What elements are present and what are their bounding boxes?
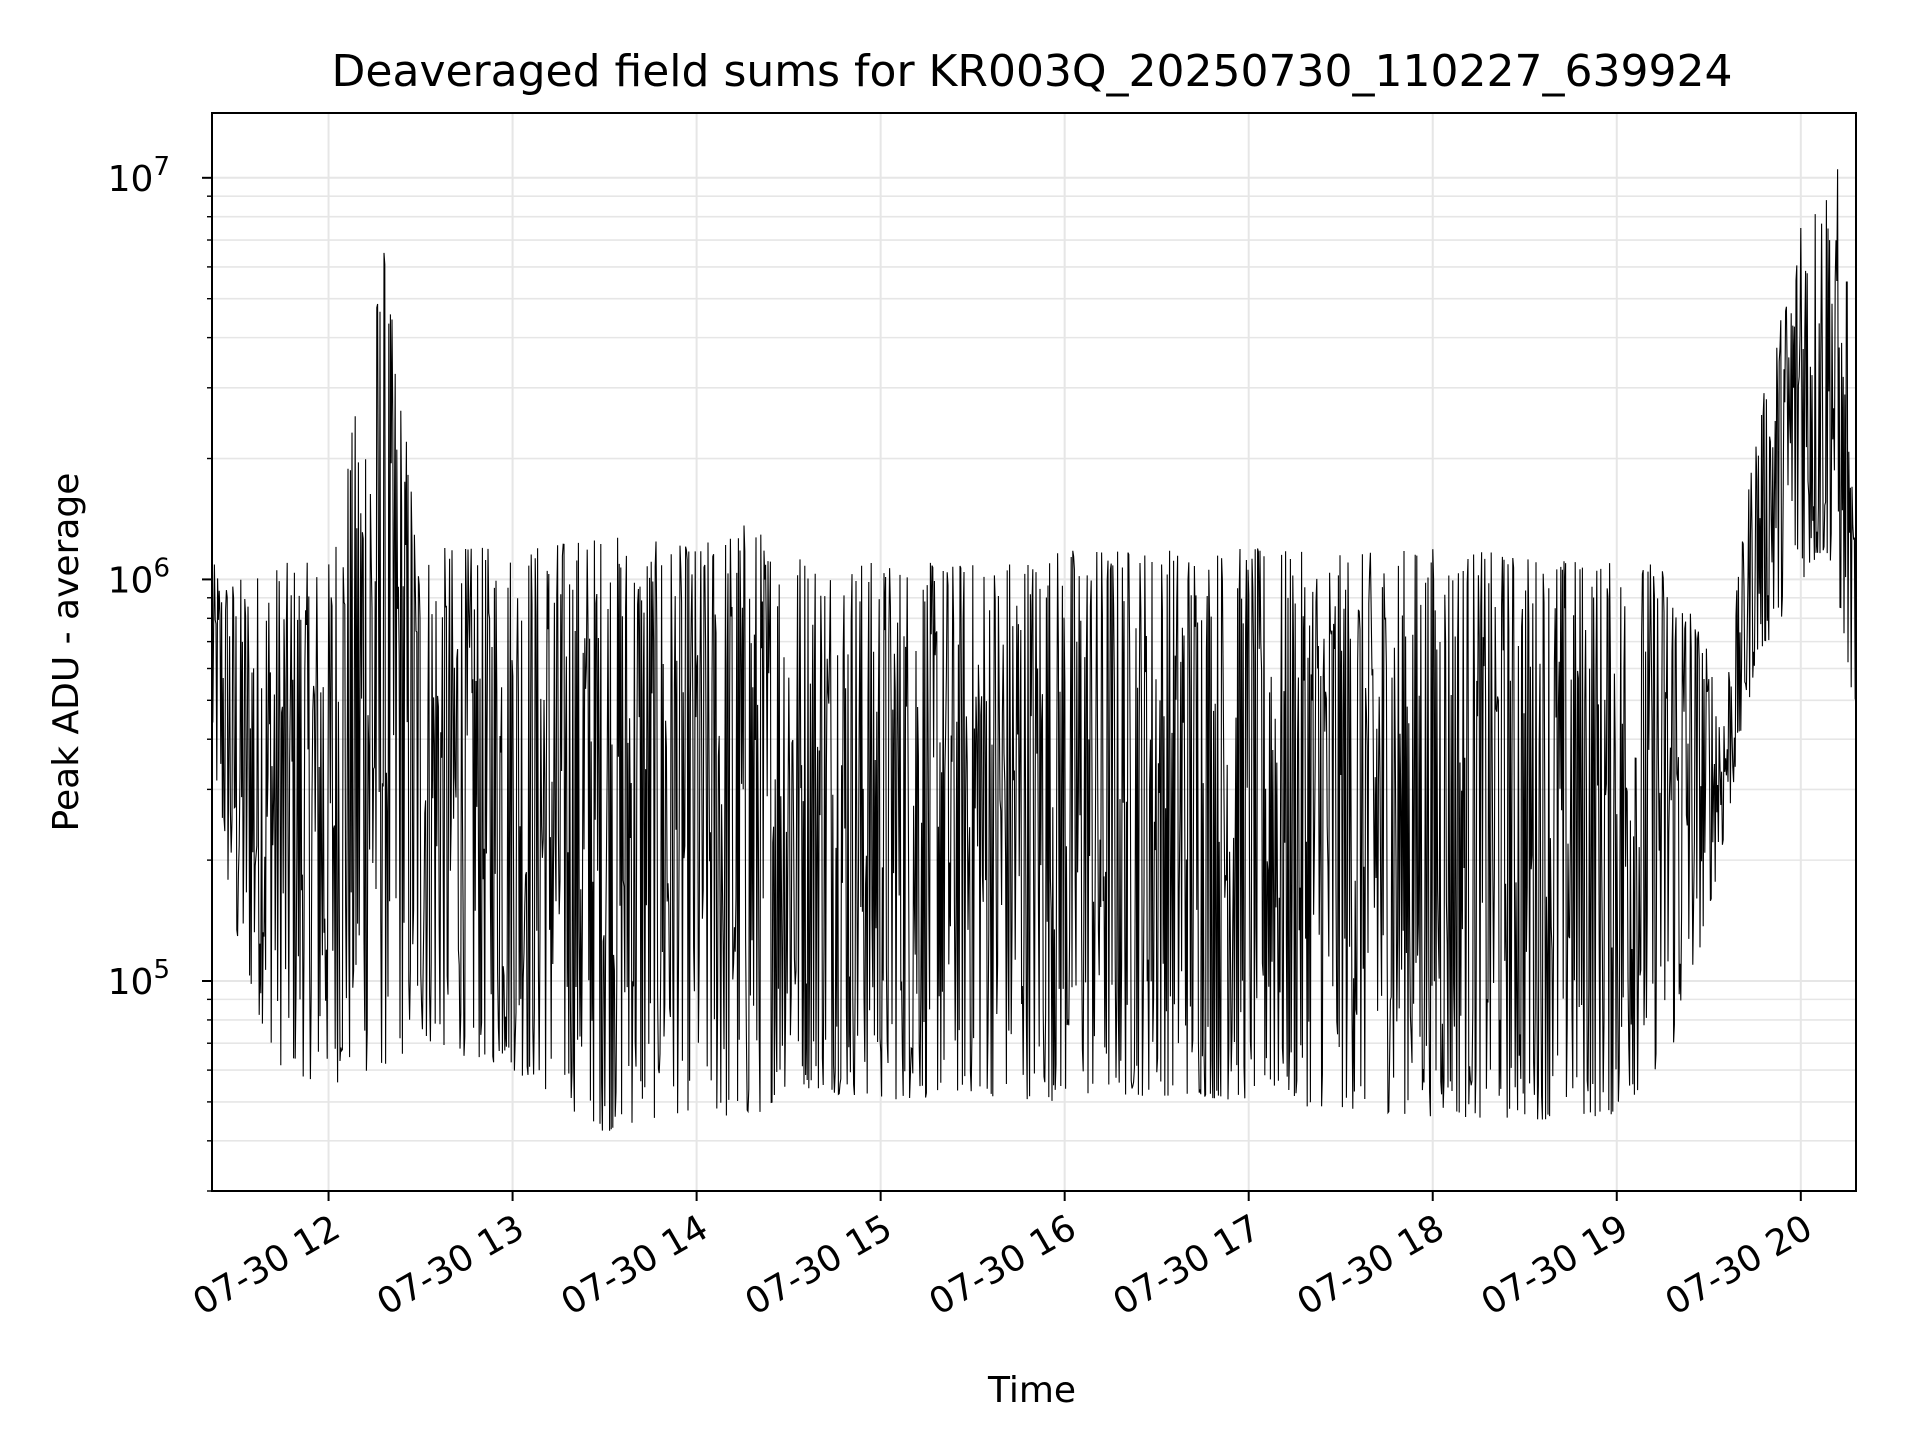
y-tick-exponent: 6 <box>153 553 170 583</box>
y-tick-label: 107 <box>108 152 170 200</box>
y-tick-exponent: 5 <box>153 955 170 985</box>
y-tick-base: 10 <box>108 159 154 200</box>
y-tick-label: 106 <box>108 553 170 601</box>
series-line <box>211 169 1857 1131</box>
y-tick-exponent: 7 <box>153 152 170 182</box>
y-tick-base: 10 <box>108 560 154 601</box>
plot-frame <box>211 112 1857 1192</box>
series-path <box>211 169 1857 1131</box>
y-axis-label: Peak ADU - average <box>46 473 87 832</box>
chart-title: Deaveraged field sums for KR003Q_2025073… <box>332 46 1733 97</box>
x-axis-label: Time <box>987 1370 1076 1411</box>
y-tick-base: 10 <box>108 962 154 1003</box>
y-tick-label: 105 <box>108 955 170 1003</box>
